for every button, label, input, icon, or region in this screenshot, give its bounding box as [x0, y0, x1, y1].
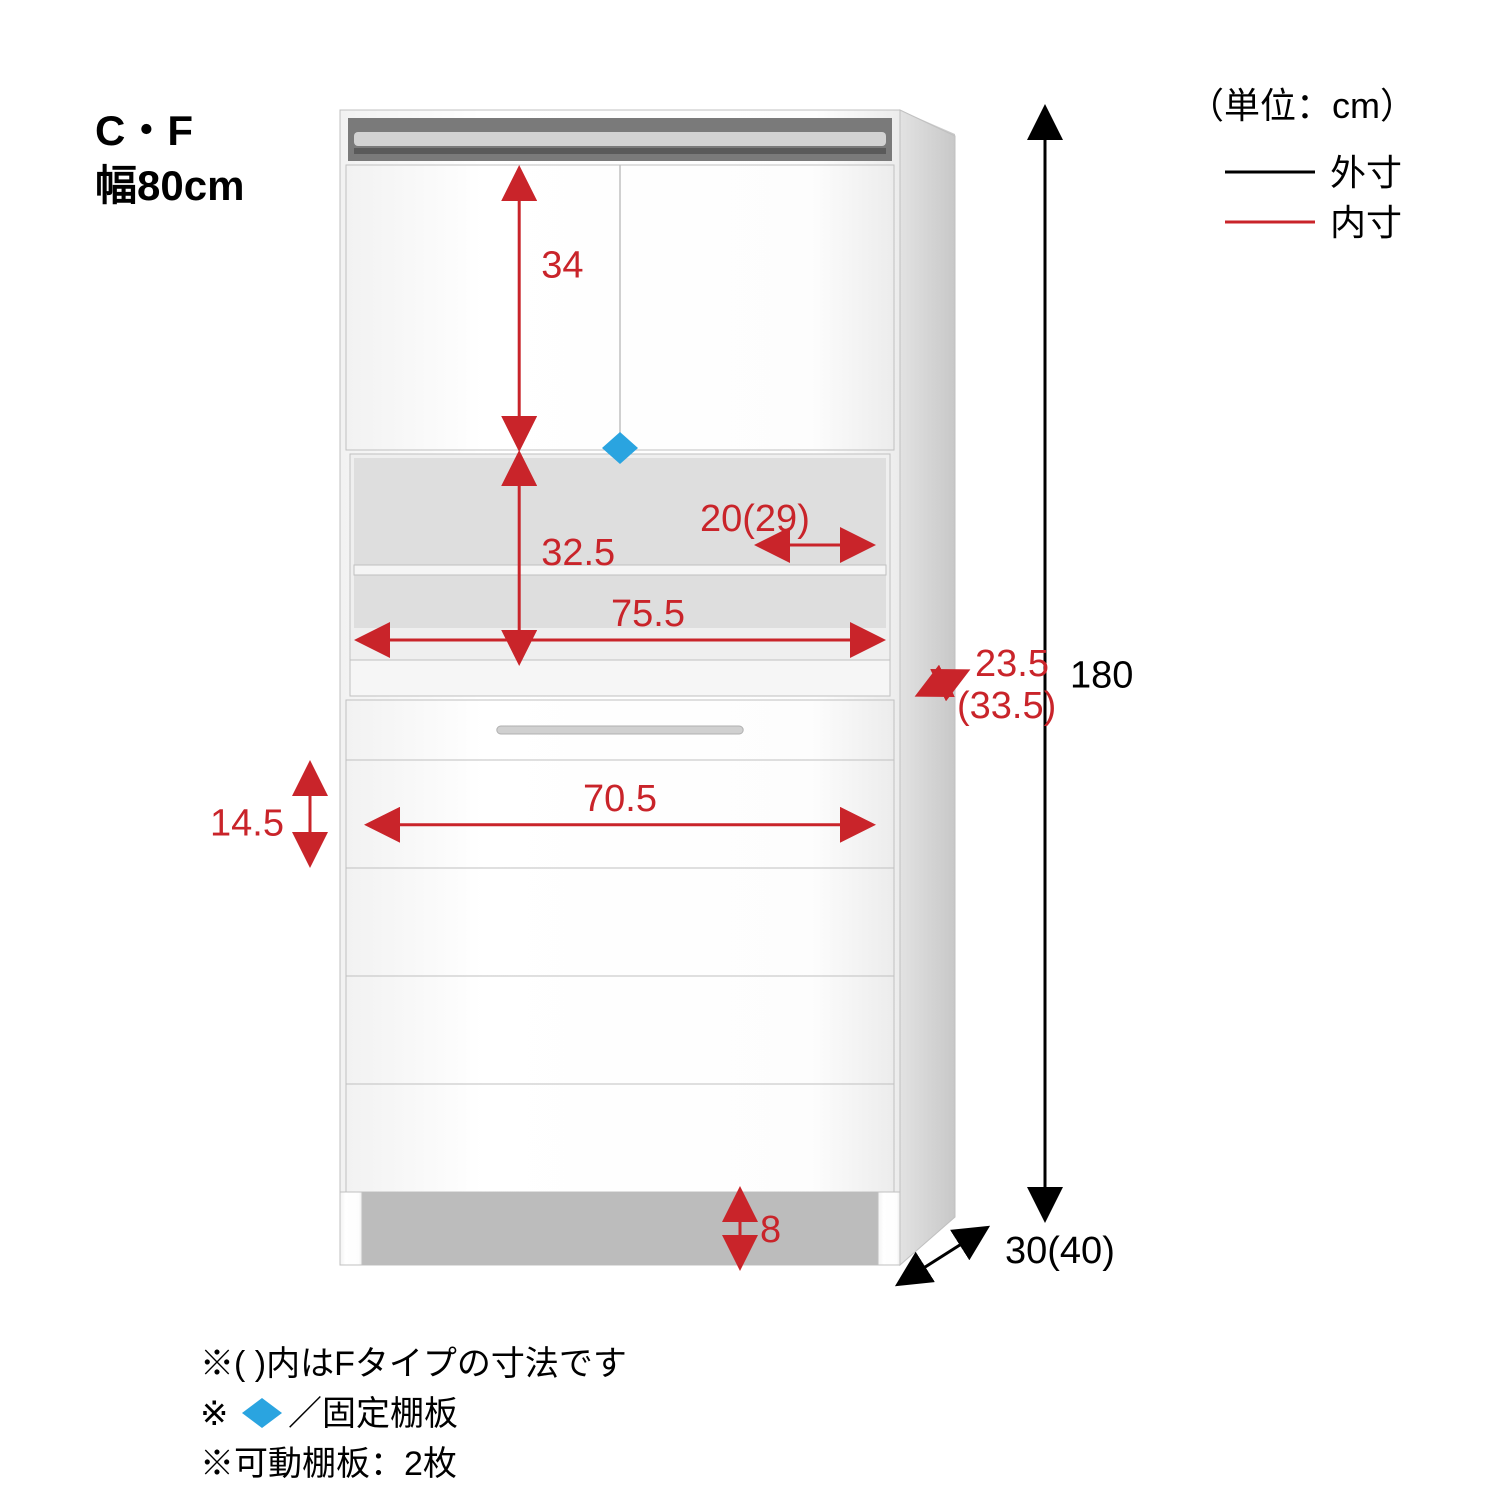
- dim-label: 180: [1070, 655, 1133, 697]
- title-line1: C・F: [95, 107, 193, 154]
- cabinet-illustration: [340, 110, 995, 1295]
- note-1: ※( )内はFタイプの寸法です: [200, 1345, 627, 1383]
- dim-label: 14.5: [210, 803, 284, 845]
- note-2-prefix: ※: [200, 1395, 229, 1433]
- legend-unit: （単位：cm）: [1188, 85, 1416, 126]
- tray-handle: [497, 726, 743, 734]
- dim-label: 34: [541, 245, 583, 287]
- dim-label: 75.5: [611, 593, 685, 635]
- legend-outer-label: 外寸: [1330, 152, 1402, 193]
- toe-kick: [360, 1192, 880, 1265]
- dim-label: 23.5: [975, 643, 1049, 685]
- dim-label: 30(40): [1005, 1230, 1115, 1272]
- diamond-icon: [242, 1398, 282, 1428]
- dim-label: 32.5: [541, 532, 615, 574]
- drawer: [346, 1084, 894, 1192]
- dim-label: 70.5: [583, 778, 657, 820]
- drawer: [346, 868, 894, 976]
- dim-label: 20(29): [700, 498, 810, 540]
- dim-label: (33.5): [957, 685, 1056, 727]
- title-line2: 幅80cm: [95, 162, 244, 209]
- legend-inner-label: 内寸: [1330, 202, 1402, 243]
- diagram-canvas: C・F 幅80cm （単位：cm） 外寸 内寸 180 30(40) 8 34 32.5…: [0, 0, 1500, 1500]
- note-2-suffix: ／固定棚板: [288, 1395, 458, 1433]
- note-2: ※ ／固定棚板: [200, 1395, 458, 1433]
- note-3: ※可動棚板：2枚: [200, 1445, 457, 1483]
- drawer: [346, 976, 894, 1084]
- dim-label: 8: [760, 1209, 781, 1251]
